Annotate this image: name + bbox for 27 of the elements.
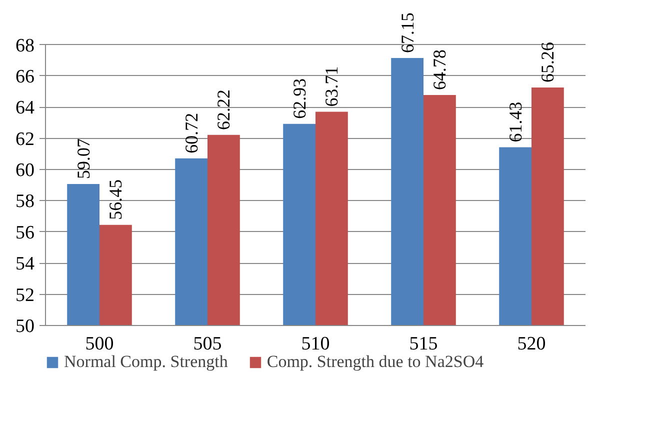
y-tick-label: 66 [16,66,34,88]
y-tick-label: 60 [16,160,34,182]
data-label: 63.71 [322,66,342,107]
legend-label: Normal Comp. Strength [64,352,228,372]
y-tick-label: 58 [16,191,34,212]
data-label: 67.15 [397,12,418,54]
data-label: 62.22 [214,89,234,130]
x-tick-label: 505 [193,334,222,354]
data-label: 62.93 [289,78,310,119]
y-tick-label: 64 [16,98,35,119]
y-tick-label: 50 [16,316,34,337]
y-tick-label: 54 [16,254,35,275]
y-tick-label: 56 [16,222,34,244]
y-tick-label: 68 [16,35,34,56]
data-label: 60.72 [181,112,202,154]
x-tick-label: 520 [517,334,546,354]
x-tick-label: 500 [85,334,114,354]
y-tick-label: 52 [16,284,34,306]
data-label: 56.45 [106,179,126,220]
data-label: 61.43 [505,102,526,142]
x-tick-label: 515 [409,334,438,354]
data-label: 59.07 [73,138,94,180]
legend-label: Comp. Strength due to Na2SO4 [266,352,484,372]
y-tick-label: 62 [16,128,34,150]
data-label: 64.78 [430,50,450,90]
data-label: 65.26 [538,42,558,83]
x-tick-label: 510 [301,334,330,354]
